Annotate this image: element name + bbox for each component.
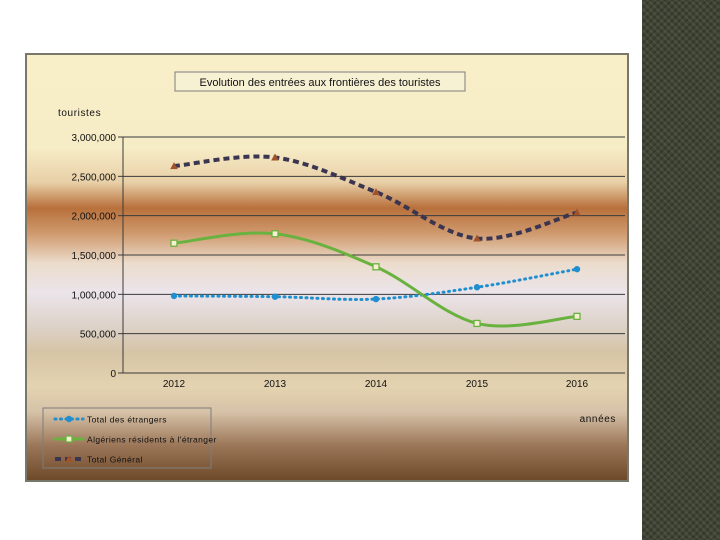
legend-label-total-des-etrangers: Total des étrangers: [87, 415, 167, 425]
data-point-total-des-etrangers: [473, 284, 481, 291]
chart-title-box: Evolution des entrées aux frontières des…: [174, 71, 466, 92]
chart-title-background: [174, 71, 466, 92]
x-tick-label: 2014: [365, 379, 388, 390]
x-tick-label: 2015: [466, 379, 489, 390]
data-point-total-general: [170, 162, 178, 170]
decorative-side-stripe: [642, 0, 720, 540]
x-tick-label: 2016: [566, 379, 589, 390]
y-tick-label: 500,000: [80, 330, 117, 341]
data-point-total-general: [271, 153, 279, 161]
axes: 0 500,000 1,000,000 1,500,000 2,000,000 2,500…: [72, 133, 625, 390]
series: [170, 153, 581, 328]
legend-marker-total-general: [65, 455, 73, 462]
y-axis-label: touristes: [58, 108, 101, 119]
y-tick-label: 2,500,000: [72, 172, 117, 183]
y-tick-label: 1,500,000: [72, 251, 117, 262]
x-tick-label: 2013: [264, 379, 287, 390]
data-point-total-general: [372, 188, 380, 196]
data-point-total-des-etrangers: [573, 265, 581, 273]
chart-frame: Evolution des entrées aux frontières des…: [25, 53, 629, 482]
data-point-total-des-etrangers: [372, 295, 380, 303]
chart-title: Evolution des entrées aux frontières des…: [200, 77, 441, 89]
gridlines: [123, 136, 625, 335]
y-tick-label: 2,000,000: [72, 212, 117, 223]
data-point-algeriens-residents-a-l-etranger: [372, 263, 380, 271]
legend-marker-total-des-etrangers: [65, 415, 73, 423]
y-tick-label: 3,000,000: [72, 133, 117, 144]
data-point-total-general: [573, 208, 581, 216]
data-point-total-des-etrangers: [271, 293, 279, 300]
series-line-total-general: [173, 154, 578, 241]
legend-marker-algeriens-residents-a-l-etranger: [65, 435, 73, 443]
legend: Total des étrangers Algériens résidents à…: [42, 407, 217, 469]
series-line-algeriens-residents-a-l-etranger: [172, 231, 579, 328]
line-chart: Evolution des entrées aux frontières des…: [42, 71, 625, 469]
x-axis-label: années: [580, 414, 616, 425]
legend-box: [42, 407, 212, 469]
data-point-algeriens-residents-a-l-etranger: [271, 230, 279, 238]
data-point-algeriens-residents-a-l-etranger: [473, 319, 481, 328]
x-tick-label: 2012: [163, 379, 186, 390]
series-line-total-des-etrangers: [172, 267, 579, 301]
data-point-algeriens-residents-a-l-etranger: [170, 239, 178, 247]
data-point-algeriens-residents-a-l-etranger: [573, 312, 581, 321]
data-point-total-general: [473, 234, 481, 242]
y-tick-label: 1,000,000: [72, 290, 117, 301]
legend-label-total-general: Total Général: [87, 455, 143, 465]
legend-label-algeriens-residents-a-l-etranger: Algériens résidents à l'étranger: [87, 435, 217, 445]
data-point-total-des-etrangers: [170, 292, 178, 300]
y-tick-label: 0: [110, 369, 116, 380]
